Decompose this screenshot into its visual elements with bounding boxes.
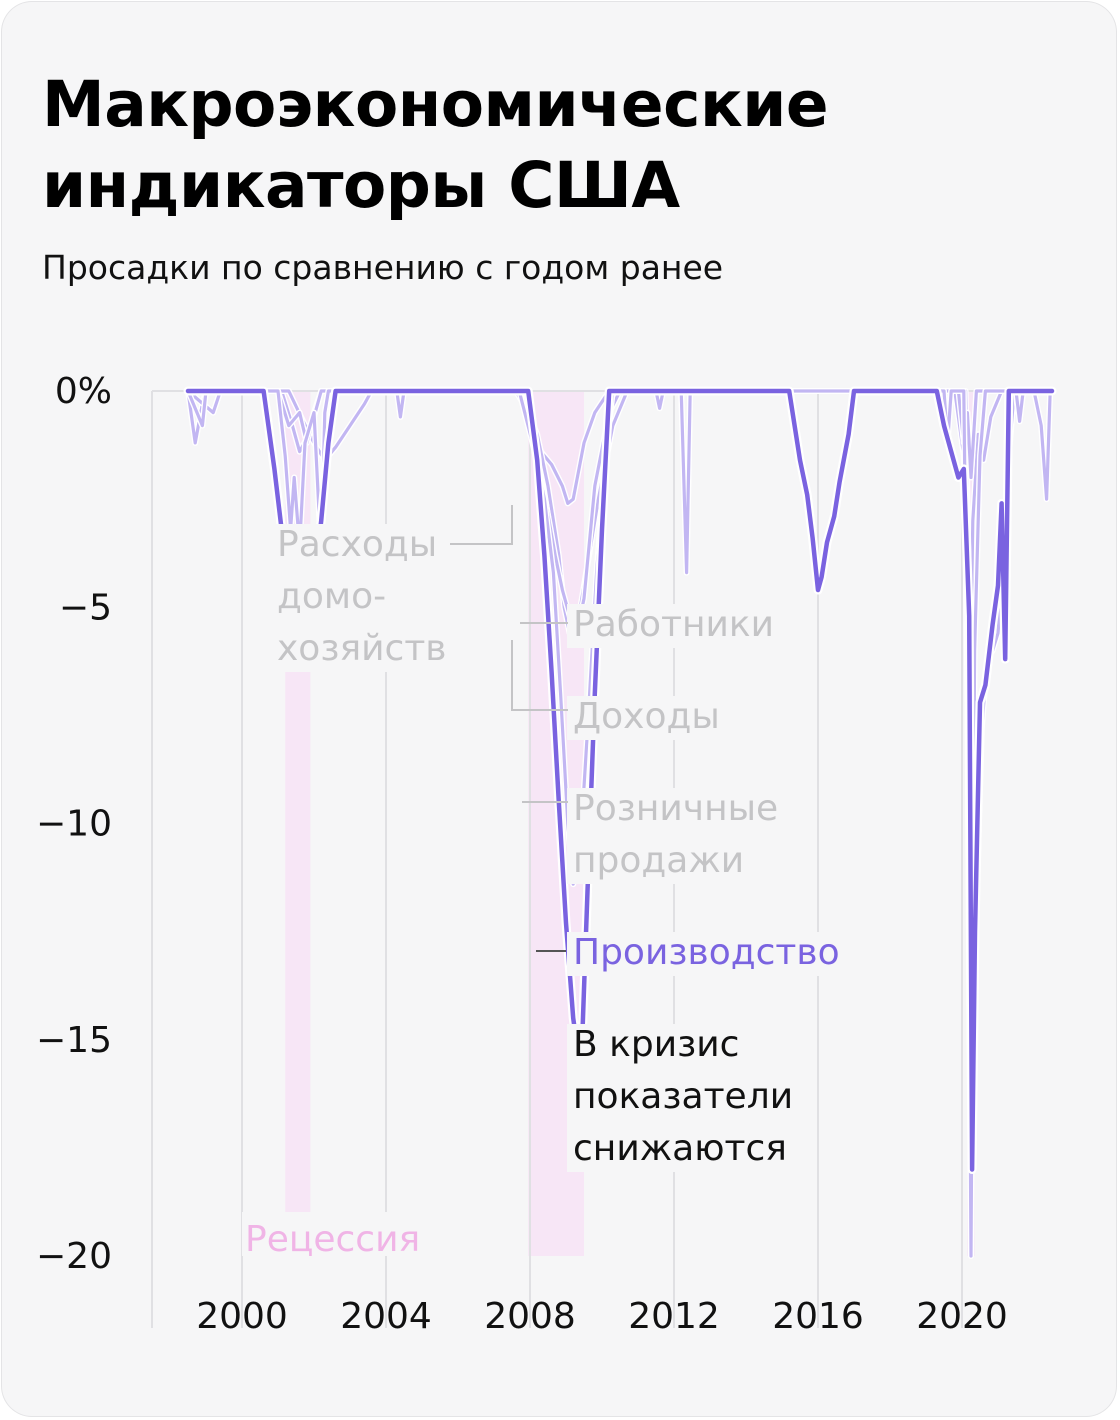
employees-label-line-1: Работники: [573, 604, 774, 645]
recession-label: Рецессия: [245, 1219, 420, 1260]
x-tick-label-2016: 2016: [772, 1296, 864, 1337]
employees-label-bg: [567, 604, 775, 648]
y-tick-label-minus20: −20: [36, 1236, 112, 1277]
household-spending-label-line-2: домо-: [277, 576, 386, 617]
income-label-line-1: Доходы: [573, 696, 720, 737]
crisis-annotation-label-bg: [567, 1024, 792, 1172]
chart-title: Макроэкономические индикаторы США: [42, 64, 1042, 226]
title-line-1: Макроэкономические: [42, 68, 829, 141]
y-tick-label-minus10: −10: [36, 804, 112, 845]
x-tick-label-2000: 2000: [196, 1296, 288, 1337]
chart-subtitle: Просадки по сравнению с годом ранее: [42, 248, 724, 287]
y-tick-label-0: 0%: [55, 371, 112, 412]
household-spending-label-line-1: Расходы: [277, 524, 437, 565]
x-tick-label-2004: 2004: [340, 1296, 432, 1337]
recession-label-bg: [242, 1212, 428, 1256]
household-spending-leader: [450, 505, 513, 545]
y-tick-label-minus5: −5: [59, 587, 112, 628]
x-tick-label-2012: 2012: [628, 1296, 720, 1337]
y-tick-label-minus15: −15: [36, 1020, 112, 1061]
retail-sales-label-line-1: Розничные: [573, 788, 778, 829]
title-line-2: индикаторы США: [42, 149, 680, 222]
production-label-line-1: Производство: [573, 932, 840, 973]
crisis-annotation-label-line-3: снижаются: [573, 1128, 787, 1169]
x-tick-label-2020: 2020: [916, 1296, 1008, 1337]
crisis-annotation-label-line-2: показатели: [573, 1076, 793, 1117]
income-leader: [511, 640, 568, 711]
household-spending-label-bg: [271, 524, 446, 672]
income-label-bg: [567, 696, 717, 740]
retail-sales-label-line-2: продажи: [573, 840, 744, 881]
x-tick-label-2008: 2008: [484, 1296, 576, 1337]
household-spending-label-line-3: хозяйств: [277, 628, 447, 669]
production-label-bg: [567, 932, 849, 976]
crisis-annotation-label-line-1: В кризис: [573, 1024, 739, 1065]
retail-sales-label-bg: [567, 788, 781, 884]
